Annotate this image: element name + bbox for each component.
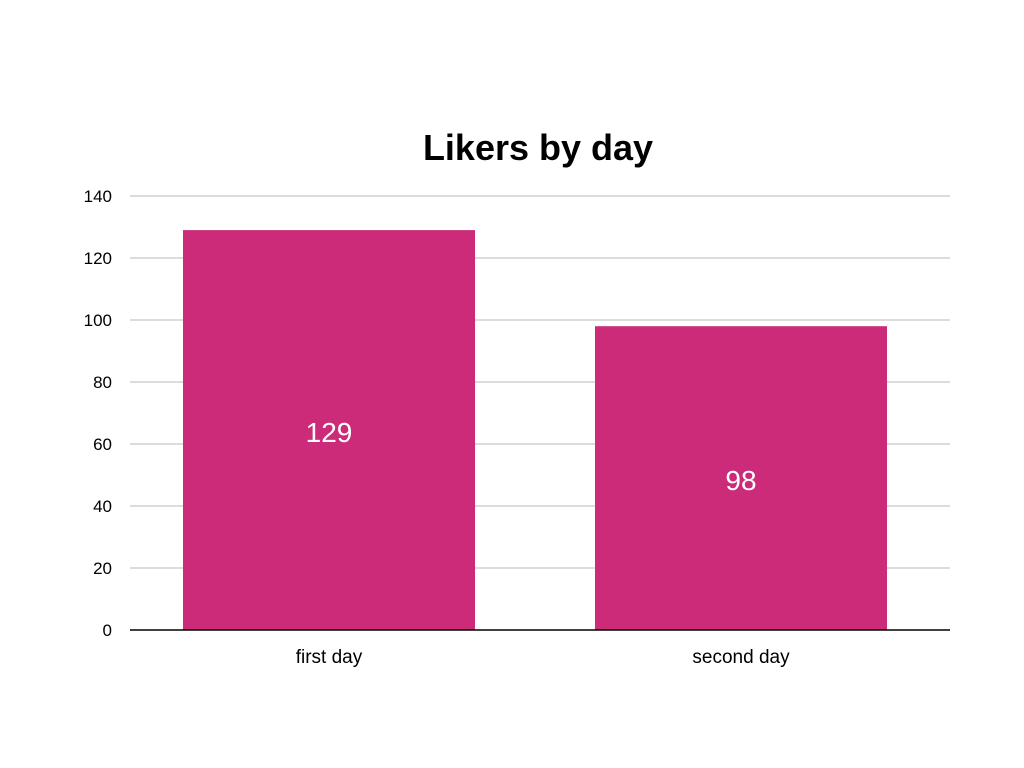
x-tick-label: second day xyxy=(692,647,790,668)
y-tick-label: 120 xyxy=(84,249,112,268)
bars xyxy=(183,230,887,630)
y-tick-label: 0 xyxy=(103,621,112,640)
bar xyxy=(595,326,887,630)
data-label: 129 xyxy=(306,417,353,448)
data-label: 98 xyxy=(725,465,756,496)
y-tick-label: 140 xyxy=(84,187,112,206)
y-tick-label: 20 xyxy=(93,559,112,578)
x-tick-label: first day xyxy=(296,647,363,668)
labels: 0 20 40 60 80 100 120 140 129 first day 98 second d… xyxy=(84,187,790,668)
chart-title: Likers by day xyxy=(423,127,653,168)
y-tick-label: 80 xyxy=(93,373,112,392)
y-tick-label: 40 xyxy=(93,497,112,516)
y-tick-label: 100 xyxy=(84,311,112,330)
bar xyxy=(183,230,475,630)
y-tick-label: 60 xyxy=(93,435,112,454)
